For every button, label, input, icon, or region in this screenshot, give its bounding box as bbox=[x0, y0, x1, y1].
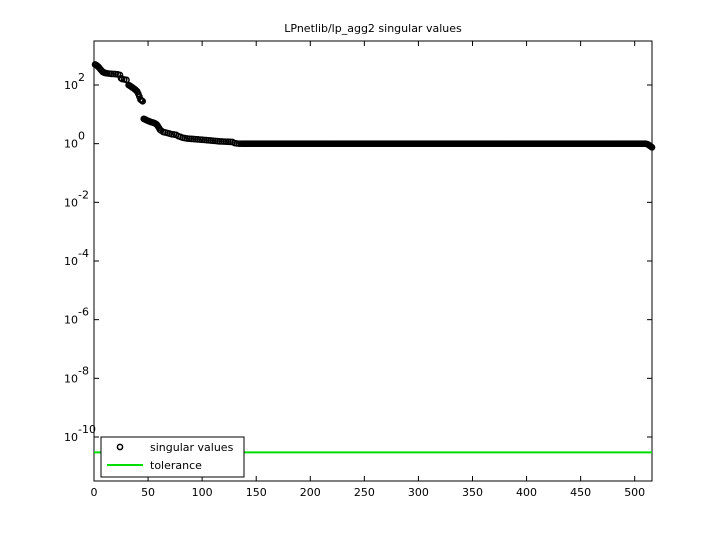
x-axis: 0 50 100 150 200 250 300 350 400 450 500 bbox=[91, 41, 645, 499]
y-tick-label: 10 bbox=[64, 138, 78, 151]
x-tick-label: 350 bbox=[462, 486, 483, 499]
y-tick-label: 10 bbox=[64, 314, 78, 327]
y-tick-exponent: -2 bbox=[78, 188, 89, 201]
y-tick-exponent: 2 bbox=[78, 71, 85, 84]
y-tick-exponent: -8 bbox=[78, 364, 89, 377]
y-tick-label: 10 bbox=[64, 79, 78, 92]
y-tick-exponent: -6 bbox=[78, 306, 89, 319]
singular-values-series bbox=[91, 61, 656, 151]
y-tick-exponent: -10 bbox=[78, 423, 96, 436]
chart-title: LPnetlib/lp_agg2 singular values bbox=[284, 22, 462, 35]
singular-value-point bbox=[139, 97, 147, 105]
x-tick-label: 400 bbox=[516, 486, 537, 499]
x-tick-label: 300 bbox=[408, 486, 429, 499]
legend-box bbox=[100, 436, 245, 478]
y-tick-label: 10 bbox=[64, 196, 78, 209]
singular-value-point bbox=[123, 76, 130, 84]
legend-label-singular-values: singular values bbox=[150, 441, 234, 454]
plot-area bbox=[93, 40, 653, 482]
x-tick-label: 500 bbox=[624, 486, 645, 499]
singular-value-point bbox=[648, 143, 656, 151]
x-tick-label: 200 bbox=[300, 486, 321, 499]
x-tick-label: 250 bbox=[354, 486, 375, 499]
y-tick-label: 10 bbox=[64, 431, 78, 444]
x-tick-label: 450 bbox=[570, 486, 591, 499]
legend-marker-singular-values bbox=[116, 443, 124, 451]
legend: singular values tolerance bbox=[100, 436, 245, 478]
x-tick-label: 50 bbox=[141, 486, 155, 499]
y-tick-exponent: -4 bbox=[78, 247, 89, 260]
y-tick-label: 10 bbox=[64, 372, 78, 385]
y-tick-exponent: 0 bbox=[78, 130, 85, 143]
x-tick-label: 150 bbox=[246, 486, 267, 499]
x-tick-label: 0 bbox=[91, 486, 98, 499]
y-tick-label: 10 bbox=[64, 255, 78, 268]
x-tick-label: 100 bbox=[192, 486, 213, 499]
legend-label-tolerance: tolerance bbox=[150, 459, 202, 472]
